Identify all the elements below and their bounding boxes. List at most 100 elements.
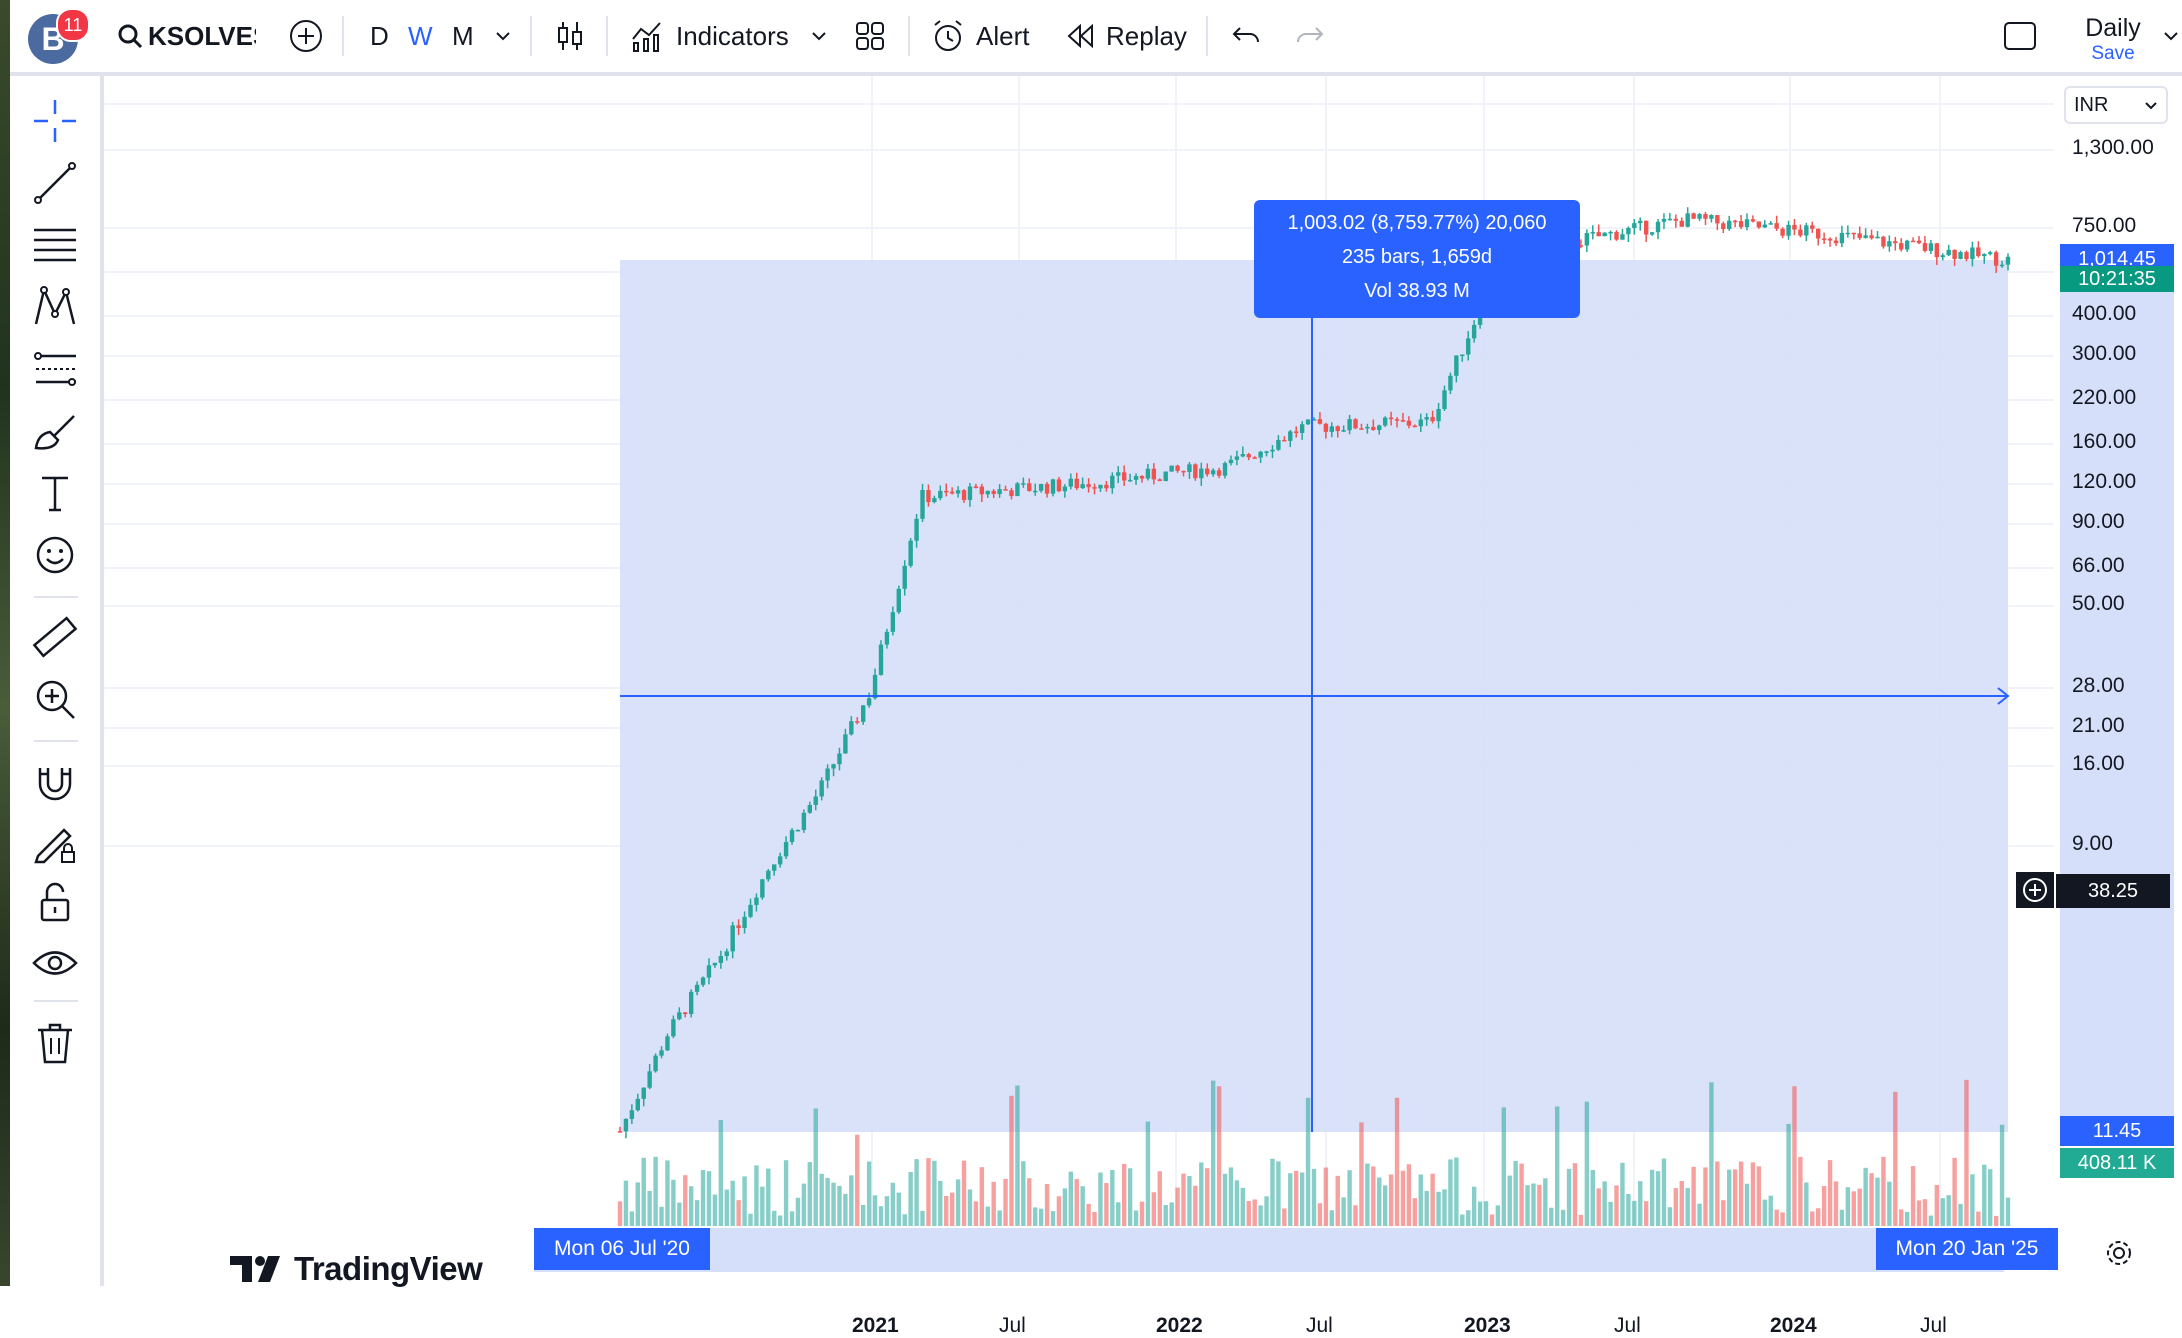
plus-circle-icon bbox=[290, 20, 322, 52]
ruler-icon[interactable] bbox=[28, 610, 82, 664]
trend-line-icon[interactable] bbox=[28, 156, 82, 210]
undo-icon bbox=[1232, 27, 1259, 43]
add-alert-button[interactable] bbox=[2016, 872, 2054, 908]
candle-body bbox=[748, 904, 753, 917]
volume-bar bbox=[1110, 1170, 1115, 1226]
volume-bar bbox=[1299, 1172, 1305, 1226]
volume-bar bbox=[1092, 1211, 1097, 1226]
price-scale-label: 160.00 bbox=[2072, 430, 2137, 453]
symbol-search[interactable]: KSOLVES bbox=[116, 0, 256, 72]
volume-bar bbox=[1519, 1163, 1524, 1226]
candle-body bbox=[1721, 223, 1726, 230]
candle-body bbox=[760, 879, 765, 898]
volume-bar bbox=[1744, 1183, 1750, 1226]
candle-body bbox=[1205, 468, 1210, 475]
volume-bar bbox=[1062, 1188, 1068, 1226]
layout-save[interactable]: Daily Save bbox=[2072, 14, 2154, 65]
crosshair-icon[interactable] bbox=[28, 94, 82, 148]
unlock-icon[interactable] bbox=[28, 876, 82, 930]
volume-bar bbox=[1068, 1171, 1074, 1226]
volume-bar bbox=[955, 1179, 961, 1226]
candle-body bbox=[878, 644, 884, 675]
brush-icon[interactable] bbox=[28, 404, 82, 458]
volume-bar bbox=[1116, 1202, 1121, 1226]
interval-w-button[interactable]: W bbox=[408, 0, 433, 72]
volume-bar bbox=[795, 1197, 801, 1226]
candle-body bbox=[777, 856, 783, 865]
candle-body bbox=[724, 951, 729, 956]
volume-bar bbox=[772, 1210, 777, 1226]
settings-gear-icon[interactable] bbox=[2104, 1238, 2134, 1268]
candle-body bbox=[1667, 218, 1673, 221]
magnet-icon[interactable] bbox=[28, 754, 82, 808]
volume-bar bbox=[1910, 1166, 1916, 1226]
volume-bar bbox=[1169, 1202, 1174, 1226]
indicators-button[interactable]: Indicators bbox=[630, 0, 789, 72]
volume-bar bbox=[1199, 1162, 1204, 1226]
time-scale-label: Jul bbox=[999, 1314, 1026, 1337]
volume-bar bbox=[1264, 1196, 1269, 1226]
undo-button[interactable] bbox=[1230, 0, 1262, 72]
candle-body bbox=[659, 1050, 664, 1056]
candle-body bbox=[1993, 252, 1999, 266]
candle-body bbox=[1246, 454, 1251, 458]
fib-lines-icon[interactable] bbox=[28, 218, 82, 272]
interval-m-button[interactable]: M bbox=[452, 0, 474, 72]
volume-bar bbox=[1210, 1080, 1216, 1226]
trash-icon[interactable] bbox=[28, 1016, 82, 1070]
candle-body bbox=[1175, 465, 1180, 471]
fullscreen-button[interactable] bbox=[2002, 0, 2038, 72]
emoji-icon[interactable] bbox=[28, 528, 82, 582]
volume-bar bbox=[1590, 1169, 1595, 1226]
volume-bar bbox=[1756, 1166, 1762, 1226]
volume-bar bbox=[1857, 1188, 1862, 1226]
tradingview-logo[interactable]: TradingView bbox=[230, 1249, 483, 1289]
alert-button[interactable]: Alert bbox=[930, 0, 1029, 72]
volume-bar bbox=[1353, 1205, 1358, 1226]
candle-body bbox=[1335, 426, 1340, 432]
eye-icon[interactable] bbox=[28, 936, 82, 990]
volume-bar bbox=[1329, 1210, 1334, 1226]
volume-bar bbox=[730, 1180, 735, 1226]
redo-icon bbox=[1297, 27, 1324, 43]
interval-dropdown[interactable] bbox=[494, 0, 512, 72]
candle-body bbox=[967, 486, 973, 500]
volume-bar bbox=[837, 1185, 842, 1226]
logo-text: TradingView bbox=[294, 1250, 483, 1287]
volume-bar bbox=[1839, 1209, 1845, 1226]
indicators-dropdown[interactable] bbox=[810, 0, 828, 72]
price-scale-label: 220.00 bbox=[2072, 386, 2137, 409]
alert-label: Alert bbox=[976, 20, 1030, 51]
volume-bar bbox=[1626, 1193, 1631, 1226]
zoom-in-icon[interactable] bbox=[28, 672, 82, 726]
range-end-date-tag: Mon 20 Jan '25 bbox=[1876, 1228, 2058, 1270]
volume-bar bbox=[1086, 1203, 1091, 1226]
price-scale-label: 90.00 bbox=[2072, 510, 2125, 533]
countdown-tag: 10:21:35 bbox=[2060, 266, 2174, 292]
candle-body bbox=[1329, 426, 1334, 432]
replay-button[interactable]: Replay bbox=[1066, 0, 1187, 72]
volume-bar bbox=[1970, 1174, 1975, 1226]
price-chart[interactable] bbox=[104, 76, 2182, 1286]
interval-d-button[interactable]: D bbox=[370, 0, 389, 72]
chart-pane[interactable]: 1,800.001,300.00750.00550.00400.00300.00… bbox=[104, 76, 2182, 1337]
candle-body bbox=[1602, 232, 1607, 237]
chart-type-button[interactable] bbox=[554, 0, 586, 72]
candle-body bbox=[1068, 478, 1074, 487]
candle-body bbox=[1418, 419, 1423, 427]
layouts-button[interactable] bbox=[854, 0, 886, 72]
candle-body bbox=[1264, 451, 1269, 453]
crosshair-price-tag: 38.25 bbox=[2056, 874, 2170, 908]
pattern-icon[interactable] bbox=[28, 280, 82, 334]
text-icon[interactable] bbox=[28, 466, 82, 520]
lock-drawing-icon[interactable] bbox=[28, 816, 82, 870]
layout-dropdown[interactable] bbox=[2162, 0, 2180, 72]
redo-button[interactable] bbox=[1294, 0, 1326, 72]
projection-icon[interactable] bbox=[28, 342, 82, 396]
volume-bar bbox=[1750, 1162, 1756, 1226]
compare-button[interactable] bbox=[288, 0, 324, 72]
grid-icon bbox=[856, 22, 884, 50]
currency-select[interactable]: INR bbox=[2064, 86, 2168, 124]
candle-body bbox=[1715, 215, 1720, 224]
candle-body bbox=[712, 962, 718, 966]
